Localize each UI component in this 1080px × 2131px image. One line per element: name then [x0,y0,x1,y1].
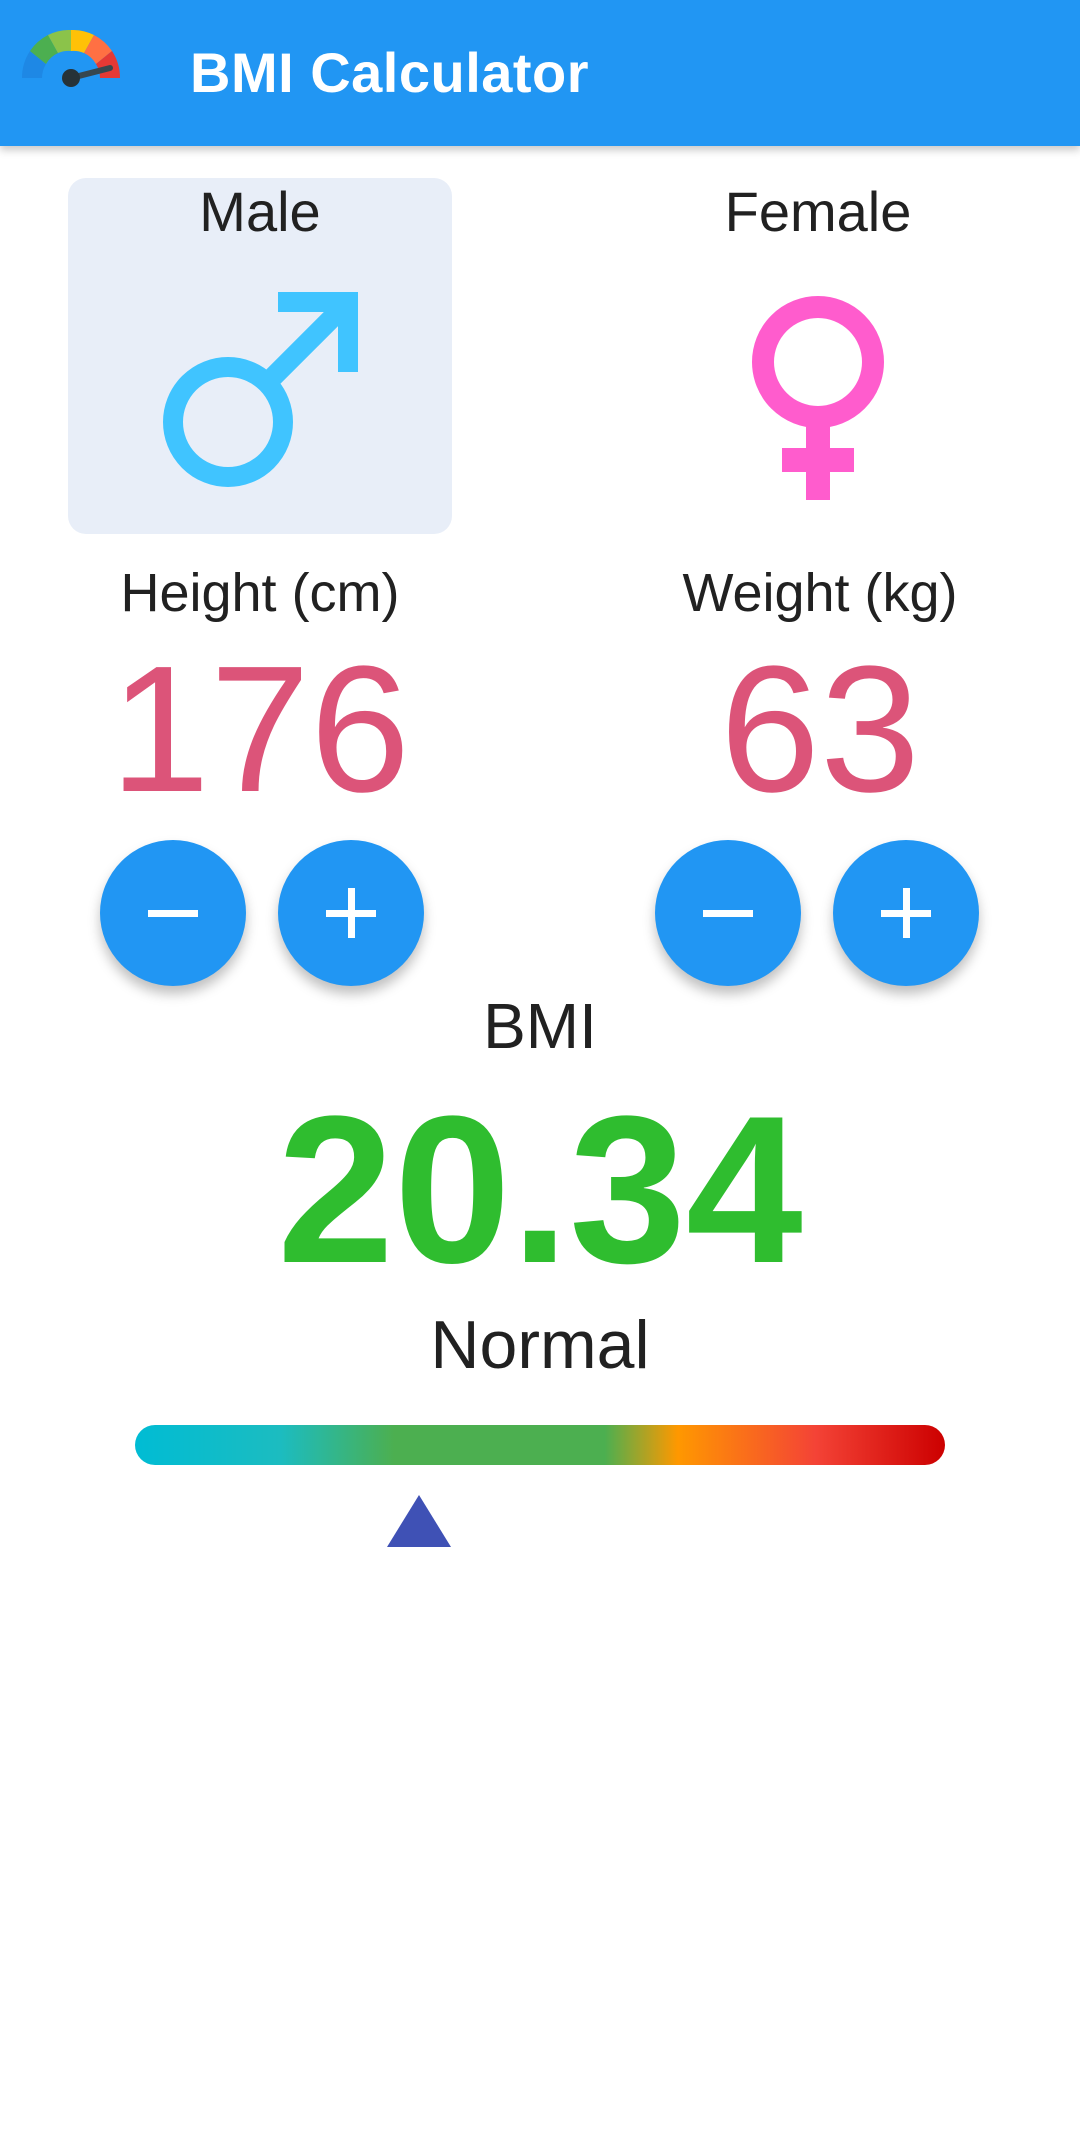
height-value: 176 [109,629,411,830]
male-symbol-icon [163,292,358,487]
minus-icon [703,910,753,917]
minus-icon [148,910,198,917]
weight-decrement-button[interactable] [655,840,801,986]
plus-icon [881,888,931,938]
height-decrement-button[interactable] [100,840,246,986]
female-symbol-icon [752,296,884,500]
gender-option-male[interactable]: Male [68,178,452,534]
bmi-value: 20.34 [277,1072,803,1307]
weight-increment-button[interactable] [833,840,979,986]
gender-label-female: Female [724,180,912,243]
plus-icon [326,888,376,938]
bmi-scale-bar [135,1425,945,1465]
height-increment-button[interactable] [278,840,424,986]
weight-label: Weight (kg) [682,563,958,623]
weight-value: 63 [719,629,921,830]
app-title: BMI Calculator [190,41,590,104]
bmi-category: Normal [430,1307,650,1383]
gender-label-male: Male [199,180,321,243]
height-label: Height (cm) [120,563,400,623]
bmi-gauge-icon [21,30,121,87]
bmi-pointer-icon [386,1495,451,1547]
app-bar: BMI Calculator [0,0,1080,146]
bmi-label: BMI [483,990,597,1062]
gender-option-female[interactable]: Female [626,178,1010,534]
